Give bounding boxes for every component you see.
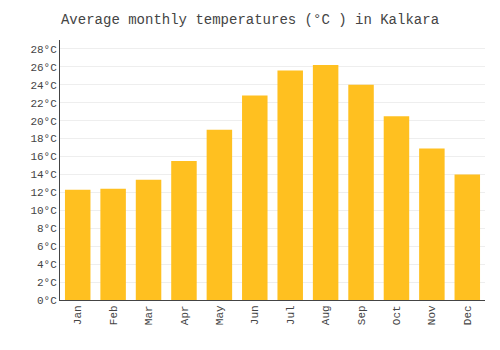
svg-text:Oct: Oct: [391, 305, 403, 325]
svg-text:14°C: 14°C: [30, 169, 57, 181]
svg-text:24°C: 24°C: [30, 80, 57, 92]
svg-text:Apr: Apr: [179, 305, 191, 325]
svg-text:0°C: 0°C: [37, 295, 57, 307]
svg-text:Jul: Jul: [285, 305, 297, 325]
svg-text:12°C: 12°C: [30, 187, 57, 199]
svg-text:16°C: 16°C: [30, 151, 57, 163]
svg-text:28°C: 28°C: [30, 44, 57, 56]
svg-text:Jun: Jun: [249, 305, 261, 325]
svg-text:Nov: Nov: [426, 305, 438, 325]
svg-text:Feb: Feb: [108, 305, 120, 325]
svg-text:Sep: Sep: [356, 305, 368, 325]
svg-text:8°C: 8°C: [37, 223, 57, 235]
svg-text:Mar: Mar: [143, 305, 155, 325]
svg-text:Jan: Jan: [72, 305, 84, 325]
svg-text:4°C: 4°C: [37, 259, 57, 271]
svg-text:2°C: 2°C: [37, 277, 57, 289]
svg-text:26°C: 26°C: [30, 62, 57, 74]
svg-text:Average monthly temperatures (: Average monthly temperatures (°C ) in Ka…: [61, 12, 439, 28]
svg-text:22°C: 22°C: [30, 98, 57, 110]
svg-text:May: May: [214, 305, 226, 325]
svg-text:18°C: 18°C: [30, 133, 57, 145]
svg-text:6°C: 6°C: [37, 241, 57, 253]
svg-text:Aug: Aug: [320, 305, 332, 325]
svg-text:20°C: 20°C: [30, 116, 57, 128]
svg-text:Dec: Dec: [462, 305, 474, 325]
svg-text:10°C: 10°C: [30, 205, 57, 217]
